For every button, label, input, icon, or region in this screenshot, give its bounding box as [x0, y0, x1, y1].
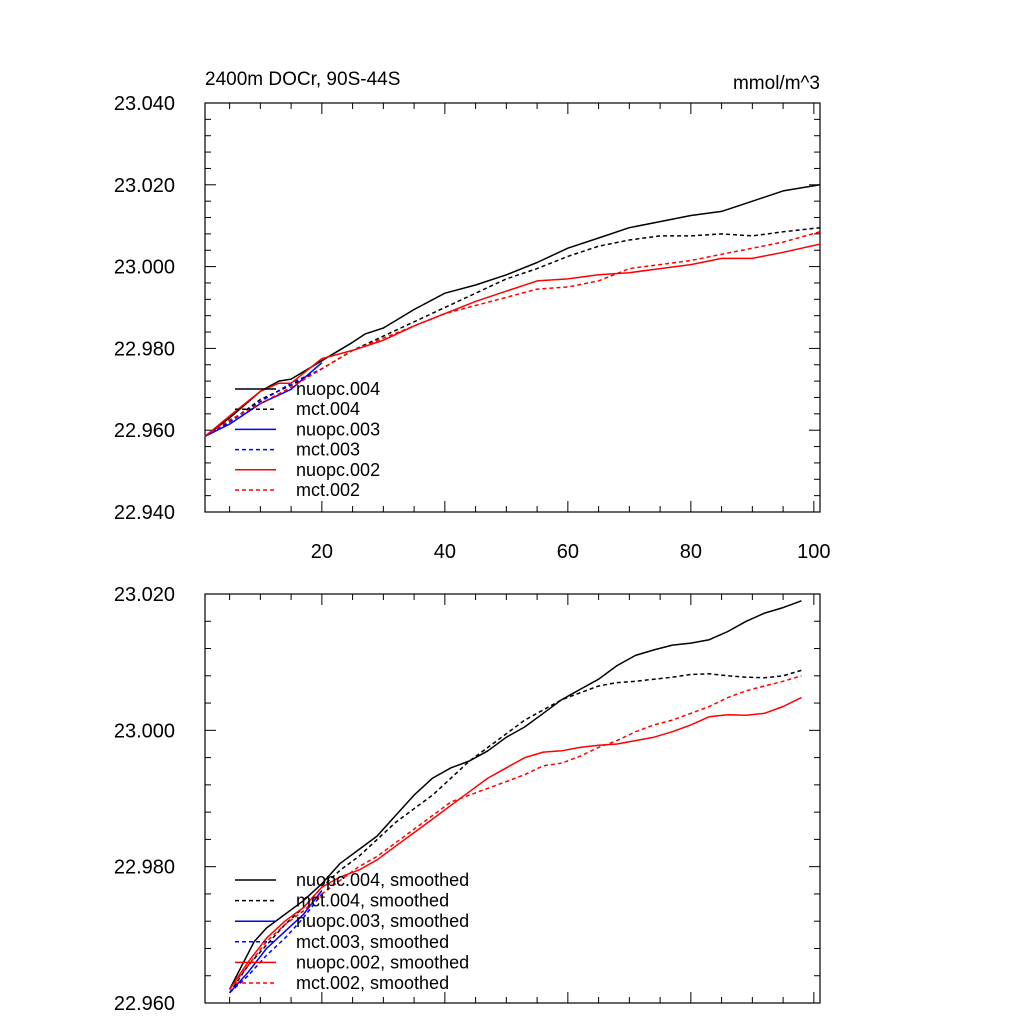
y-tick-label: 22.960 [114, 993, 175, 1015]
x-tick-label: 40 [434, 541, 456, 563]
series-line-nuopc-002 [228, 696, 802, 990]
legend-label: mct.002, smoothed [296, 973, 449, 993]
y-tick-label: 22.960 [114, 420, 175, 442]
legend-label: nuopc.004 [296, 379, 380, 399]
y-tick-label: 22.940 [114, 502, 175, 524]
legend-label: mct.004, smoothed [296, 891, 449, 911]
legend-label: nuopc.002, smoothed [296, 952, 469, 972]
x-tick-label: 60 [557, 541, 579, 563]
series-line-nuopc-002 [204, 243, 821, 437]
series-line-nuopc-004 [204, 184, 821, 437]
chart-title: 2400m DOCr, 90S-44S [205, 69, 400, 90]
y-tick-label: 23.020 [114, 584, 175, 606]
y-tick-label: 23.000 [114, 720, 175, 742]
legend-label: nuopc.002 [296, 460, 380, 480]
y-tick-label: 23.040 [114, 93, 175, 115]
series-line-nuopc-004 [228, 600, 802, 990]
legend-label: mct.002 [296, 480, 360, 500]
top-chart-panel: 20 40 60 80 100 22.940 22.960 22.980 23.000 23.02… [114, 69, 831, 563]
plot-frame [204, 593, 821, 1004]
y-tick-label: 22.980 [114, 857, 175, 879]
legend-label: nuopc.004, smoothed [296, 870, 469, 890]
legend-label: mct.003 [296, 440, 360, 460]
plot-frame [204, 102, 821, 513]
legend-label: nuopc.003, smoothed [296, 911, 469, 931]
series-line-mct-004 [228, 669, 802, 994]
legend-label: mct.003, smoothed [296, 932, 449, 952]
series-line-nuopc-003 [229, 890, 323, 994]
x-tick-label: 20 [311, 541, 333, 563]
y-tick-label: 23.020 [114, 175, 175, 197]
series-line-mct-003 [204, 368, 323, 437]
x-tick-label: 80 [680, 541, 702, 563]
units-label: mmol/m^3 [733, 73, 820, 94]
y-tick-label: 22.980 [114, 338, 175, 360]
legend-label: mct.004 [296, 399, 360, 419]
x-tick-label: 100 [797, 541, 830, 563]
legend-label: nuopc.003 [296, 419, 380, 439]
y-tick-label: 23.000 [114, 257, 175, 279]
series-line-mct-003 [229, 893, 323, 994]
bottom-chart-panel: 22.960 22.980 23.000 23.020 nuopc.004, smoot… [114, 584, 821, 1015]
